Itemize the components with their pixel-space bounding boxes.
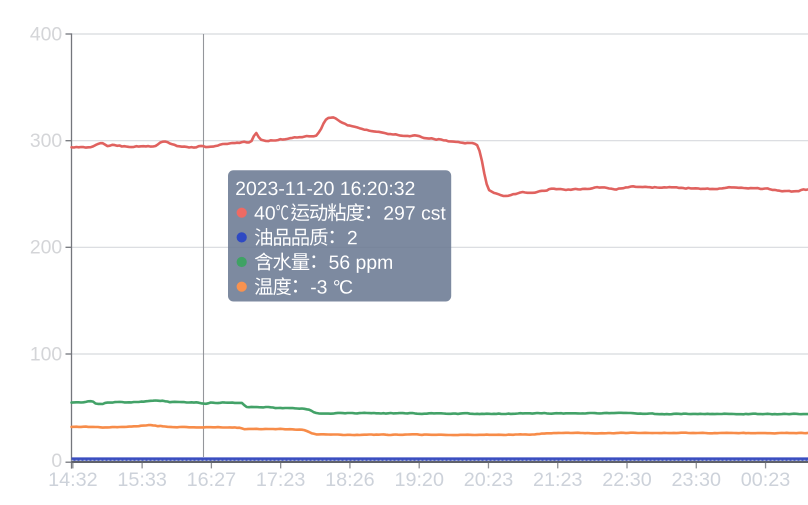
svg-text:23:30: 23:30 — [672, 469, 722, 491]
svg-text:00:23: 00:23 — [741, 469, 791, 491]
svg-text:100: 100 — [30, 343, 63, 365]
svg-text:21:23: 21:23 — [533, 469, 583, 491]
svg-text:400: 400 — [30, 23, 63, 45]
svg-text:20:23: 20:23 — [464, 469, 514, 491]
svg-text:14:32: 14:32 — [48, 469, 98, 491]
svg-text:18:26: 18:26 — [325, 469, 375, 491]
svg-text:17:23: 17:23 — [256, 469, 306, 491]
svg-text:200: 200 — [30, 237, 63, 259]
svg-text:16:27: 16:27 — [187, 469, 237, 491]
svg-text:300: 300 — [30, 130, 63, 152]
svg-text:0: 0 — [51, 450, 62, 472]
svg-text:22:30: 22:30 — [602, 469, 652, 491]
svg-text:15:33: 15:33 — [117, 469, 167, 491]
svg-text:19:20: 19:20 — [394, 469, 444, 491]
